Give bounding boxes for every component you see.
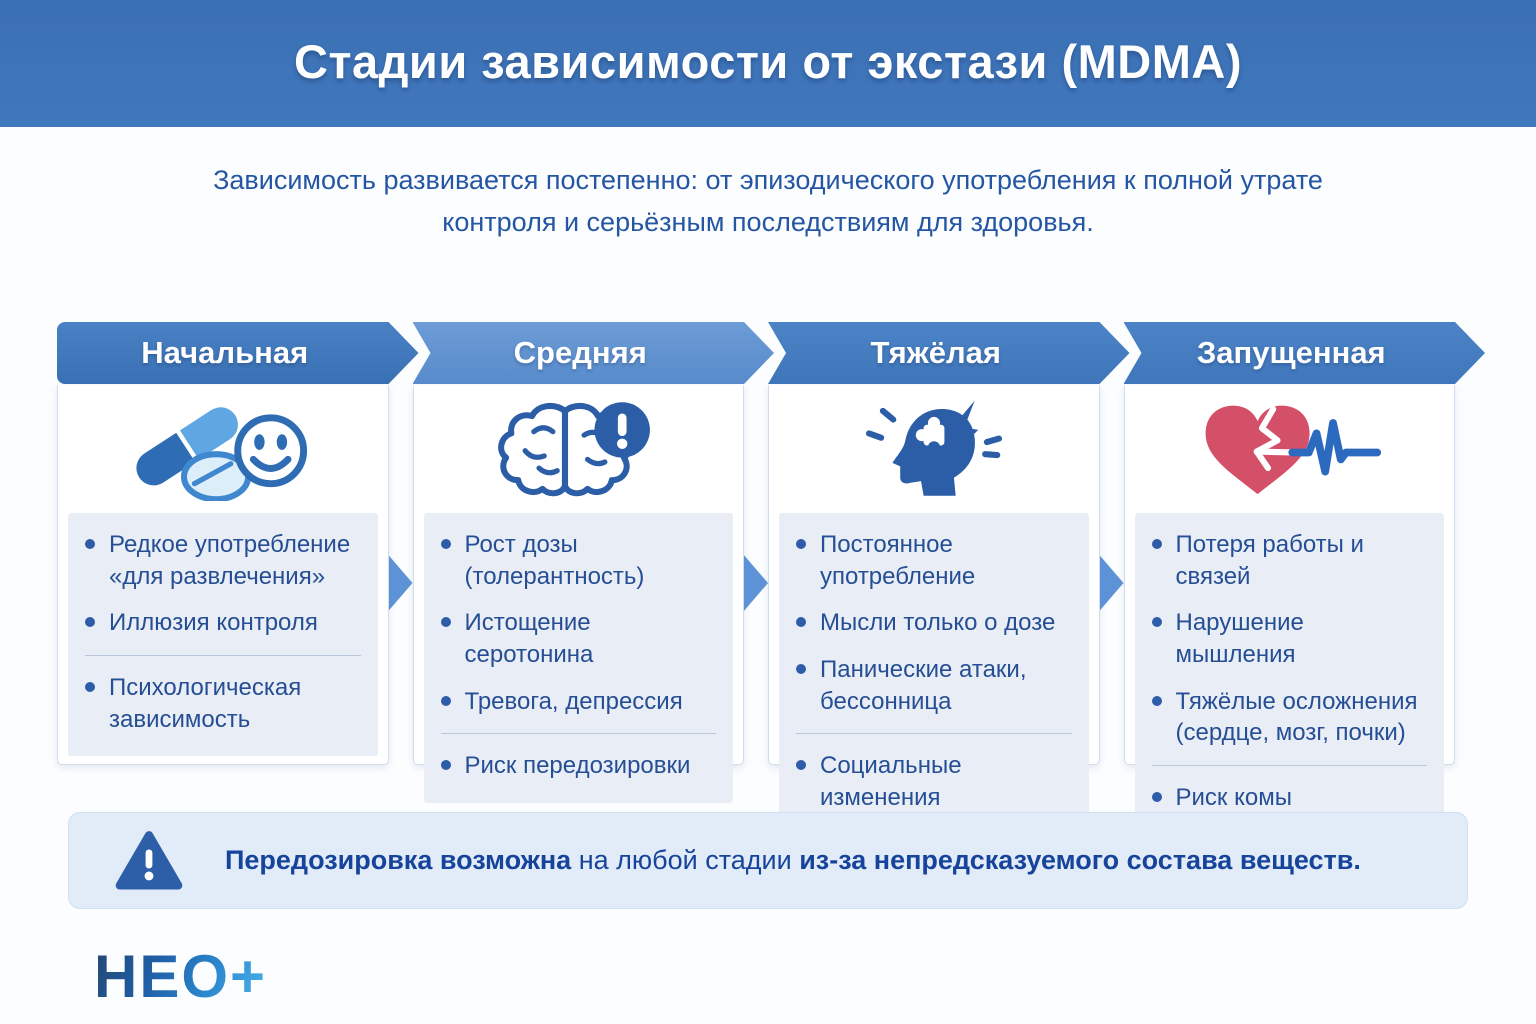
page-title: Стадии зависимости от экстази (MDMA) [294,35,1242,88]
stage-item: Иллюзия контроля [82,607,364,639]
stage-item: Редкое употребление «для развлечения» [82,529,364,592]
warning-text-bold: из-за непредсказуемого состава веществ. [799,845,1361,875]
stage-item: Нарушение мышления [1149,607,1431,670]
stage-items-panel: Рост дозы (толерантность) Истощение серо… [423,513,733,804]
stage-item: Тяжёлые осложнения (сердце, мозг, почки) [1149,686,1431,749]
stage-card: Редкое употребление «для развлечения» Ил… [57,385,389,765]
stage-item: Риск комы [1149,782,1431,814]
stage-header-advanced: Запущенная [1124,322,1486,384]
stages-row: Начальная [57,322,1456,835]
warning-triangle-icon [115,830,183,890]
item-divider [1151,765,1427,767]
head-lightning-icon [865,400,1002,496]
next-stage-arrow-icon [744,555,768,611]
warning-text-bold: Передозировка возможна [225,845,572,875]
stage-card: Рост дозы (толерантность) Истощение серо… [412,385,744,804]
pills-smiley-icon [136,407,307,501]
broken-heart-ekg-icon [1205,405,1381,495]
warning-text: Передозировка возможна на любой стадии и… [225,845,1361,876]
stage-item: Рост дозы (толерантность) [438,529,720,592]
stage-header-initial: Начальная [57,322,419,384]
stage-item: Потеря работы и связей [1149,529,1431,592]
stage-header-middle: Средняя [413,322,775,384]
stage-items-panel: Редкое употребление «для развлечения» Ил… [68,513,378,757]
item-divider [440,733,716,735]
stage-column-severe: Тяжёлая Постоянное употребление Мысли т [768,322,1100,835]
stage-column-middle: Средняя Рост дозы (толерантность) Истощ [412,322,745,804]
warning-banner: Передозировка возможна на любой стадии и… [68,812,1468,909]
stage-item: Панические атаки, бессонница [793,654,1075,717]
stage-card: Потеря работы и связей Нарушение мышлени… [1123,385,1455,835]
stage-header-severe: Тяжёлая [768,322,1130,384]
stage-item: Социальные изменения [793,750,1075,813]
stage-item: Риск передозировки [438,750,720,782]
stage-item: Тревога, депрессия [438,686,720,718]
stage-card: Постоянное употребление Мысли только о д… [768,385,1100,835]
item-divider [796,733,1072,735]
stage-column-advanced: Запущенная Потеря работы и связей Наруше… [1123,322,1456,835]
header-band: Стадии зависимости от экстази (MDMA) [0,0,1536,127]
stage-items-panel: Постоянное употребление Мысли только о д… [779,513,1089,835]
stage-item: Психологическая зависимость [82,672,364,735]
neo-plus-logo: НЕО+ [94,943,268,1010]
stage-item: Мысли только о дозе [793,607,1075,639]
brain-warning-icon [498,402,651,497]
item-divider [85,655,361,657]
page-subtitle: Зависимость развивается постепенно: от э… [213,165,1323,237]
stage-item: Истощение серотонина [438,607,720,670]
stage-column-initial: Начальная [57,322,389,765]
stage-item: Постоянное употребление [793,529,1075,592]
stage-items-panel: Потеря работы и связей Нарушение мышлени… [1134,513,1444,835]
next-stage-arrow-icon [1099,555,1124,611]
warning-text-regular: на любой стадии [571,845,800,875]
next-stage-arrow-icon [388,555,413,611]
